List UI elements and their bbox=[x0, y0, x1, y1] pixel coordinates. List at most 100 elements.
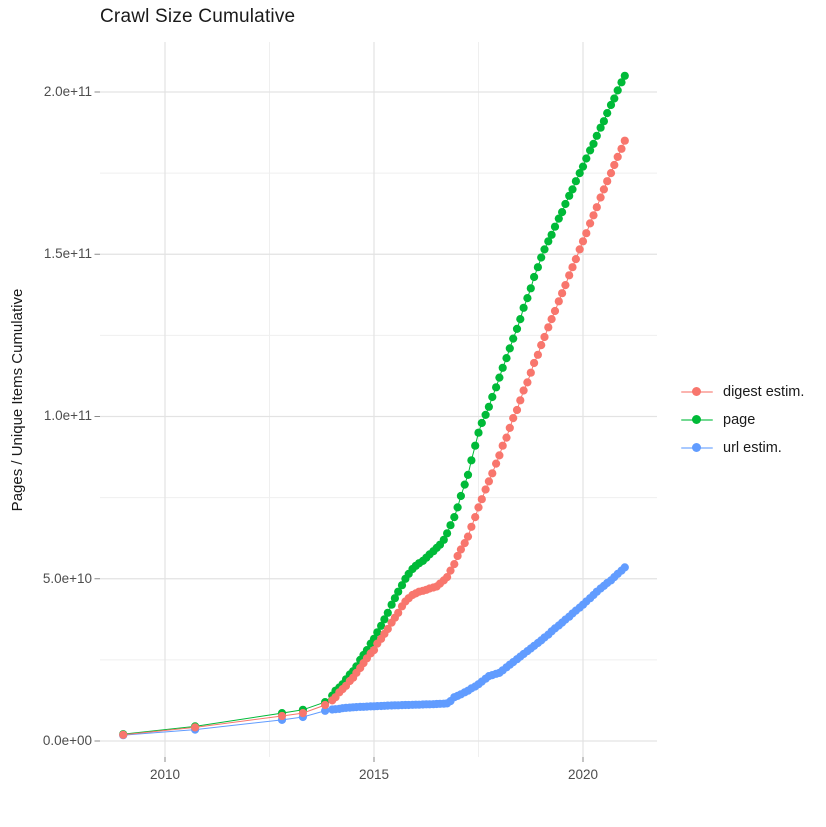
x-tick-label: 2020 bbox=[567, 767, 599, 782]
data-point-page bbox=[488, 392, 497, 402]
data-point-digest-estim- bbox=[321, 700, 330, 710]
y-tick-label: 0.0e+00 bbox=[42, 733, 92, 748]
data-point-digest-estim- bbox=[498, 441, 507, 450]
data-point-page bbox=[554, 214, 563, 223]
data-point-page bbox=[474, 428, 483, 437]
legend-item-url-estim: url estim. bbox=[681, 434, 804, 462]
data-point-digest-estim- bbox=[463, 532, 473, 541]
data-point-page bbox=[603, 109, 612, 118]
data-point-page bbox=[394, 587, 403, 596]
data-point-page bbox=[592, 131, 601, 140]
data-point-page bbox=[467, 456, 476, 465]
data-point-page bbox=[523, 294, 532, 303]
data-point-digest-estim- bbox=[453, 551, 462, 561]
data-point-page bbox=[380, 615, 389, 624]
data-point-digest-estim- bbox=[582, 229, 591, 238]
data-point-page bbox=[550, 222, 560, 231]
data-point-digest-estim- bbox=[617, 144, 626, 153]
data-point-page bbox=[571, 177, 581, 186]
x-tick-label: 2010 bbox=[149, 767, 181, 782]
data-point-digest-estim- bbox=[547, 315, 556, 324]
data-point-digest-estim- bbox=[456, 545, 465, 554]
data-point-page bbox=[578, 162, 588, 171]
data-point-page bbox=[492, 383, 501, 392]
data-point-url-estim- bbox=[620, 563, 629, 572]
data-point-digest-estim- bbox=[502, 433, 511, 442]
data-point-page bbox=[586, 146, 595, 155]
data-point-digest-estim- bbox=[474, 503, 483, 512]
data-point-page bbox=[443, 529, 452, 538]
data-point-digest-estim- bbox=[471, 513, 480, 522]
data-point-page bbox=[540, 245, 549, 254]
data-point-digest-estim- bbox=[537, 341, 546, 350]
data-point-digest-estim- bbox=[383, 624, 392, 634]
data-point-page bbox=[613, 86, 622, 95]
data-point-page bbox=[620, 71, 629, 80]
data-point-digest-estim- bbox=[394, 608, 403, 617]
data-point-digest-estim- bbox=[450, 560, 459, 569]
data-point-digest-estim- bbox=[277, 711, 287, 721]
data-point-page bbox=[589, 139, 598, 148]
data-point-page bbox=[561, 199, 570, 209]
data-point-page bbox=[617, 78, 626, 87]
data-point-page bbox=[530, 272, 539, 282]
data-point-page bbox=[373, 628, 382, 637]
data-point-digest-estim- bbox=[516, 396, 525, 405]
data-point-digest-estim- bbox=[571, 255, 581, 264]
data-point-digest-estim- bbox=[565, 271, 574, 280]
data-point-digest-estim- bbox=[519, 386, 528, 395]
data-point-digest-estim- bbox=[484, 477, 493, 486]
legend-item-page: page bbox=[681, 406, 804, 434]
data-point-digest-estim- bbox=[119, 730, 128, 739]
data-point-digest-estim- bbox=[533, 350, 543, 359]
data-point-page bbox=[565, 191, 574, 200]
chart-title: Crawl Size Cumulative bbox=[100, 6, 296, 27]
data-point-digest-estim- bbox=[596, 193, 605, 202]
data-point-digest-estim- bbox=[589, 211, 598, 220]
data-point-digest-estim- bbox=[460, 539, 469, 548]
data-point-page bbox=[509, 334, 518, 343]
data-point-page bbox=[596, 123, 605, 132]
data-point-digest-estim- bbox=[505, 423, 514, 432]
data-point-page bbox=[568, 185, 577, 194]
data-point-page bbox=[484, 402, 493, 411]
data-point-digest-estim- bbox=[481, 485, 490, 494]
data-point-digest-estim- bbox=[369, 646, 379, 655]
data-point-page bbox=[377, 621, 386, 630]
data-point-page bbox=[544, 237, 553, 246]
data-point-digest-estim- bbox=[568, 263, 577, 272]
data-point-page bbox=[537, 253, 546, 262]
data-point-page bbox=[519, 303, 528, 312]
data-point-page bbox=[582, 154, 591, 163]
data-point-digest-estim- bbox=[488, 469, 497, 478]
data-point-page bbox=[460, 480, 469, 489]
data-point-digest-estim- bbox=[544, 323, 553, 332]
data-point-page bbox=[471, 441, 480, 450]
y-tick-label: 2.0e+11 bbox=[43, 84, 92, 99]
data-point-page bbox=[599, 117, 609, 126]
data-point-page bbox=[456, 491, 465, 501]
data-point-page bbox=[463, 470, 473, 479]
data-point-digest-estim- bbox=[613, 152, 622, 161]
data-point-page bbox=[383, 608, 392, 617]
data-point-digest-estim- bbox=[558, 289, 567, 298]
data-point-page bbox=[533, 263, 543, 272]
data-point-digest-estim- bbox=[599, 185, 609, 194]
data-point-digest-estim- bbox=[512, 405, 522, 415]
data-point-page bbox=[512, 324, 522, 333]
data-point-page bbox=[495, 373, 504, 382]
data-point-digest-estim- bbox=[467, 522, 476, 531]
data-point-digest-estim- bbox=[540, 332, 549, 342]
data-point-page bbox=[477, 418, 486, 428]
data-point-url-estim- bbox=[321, 706, 330, 715]
data-point-digest-estim- bbox=[603, 177, 612, 186]
legend-item-label: url estim. bbox=[723, 440, 782, 456]
legend: digest estim. page url estim. bbox=[681, 378, 804, 462]
data-point-digest-estim- bbox=[606, 169, 616, 178]
data-point-page bbox=[498, 363, 507, 372]
data-point-digest-estim- bbox=[530, 358, 539, 368]
data-point-page bbox=[547, 230, 556, 239]
data-point-digest-estim- bbox=[561, 281, 570, 290]
data-point-page bbox=[481, 410, 490, 419]
